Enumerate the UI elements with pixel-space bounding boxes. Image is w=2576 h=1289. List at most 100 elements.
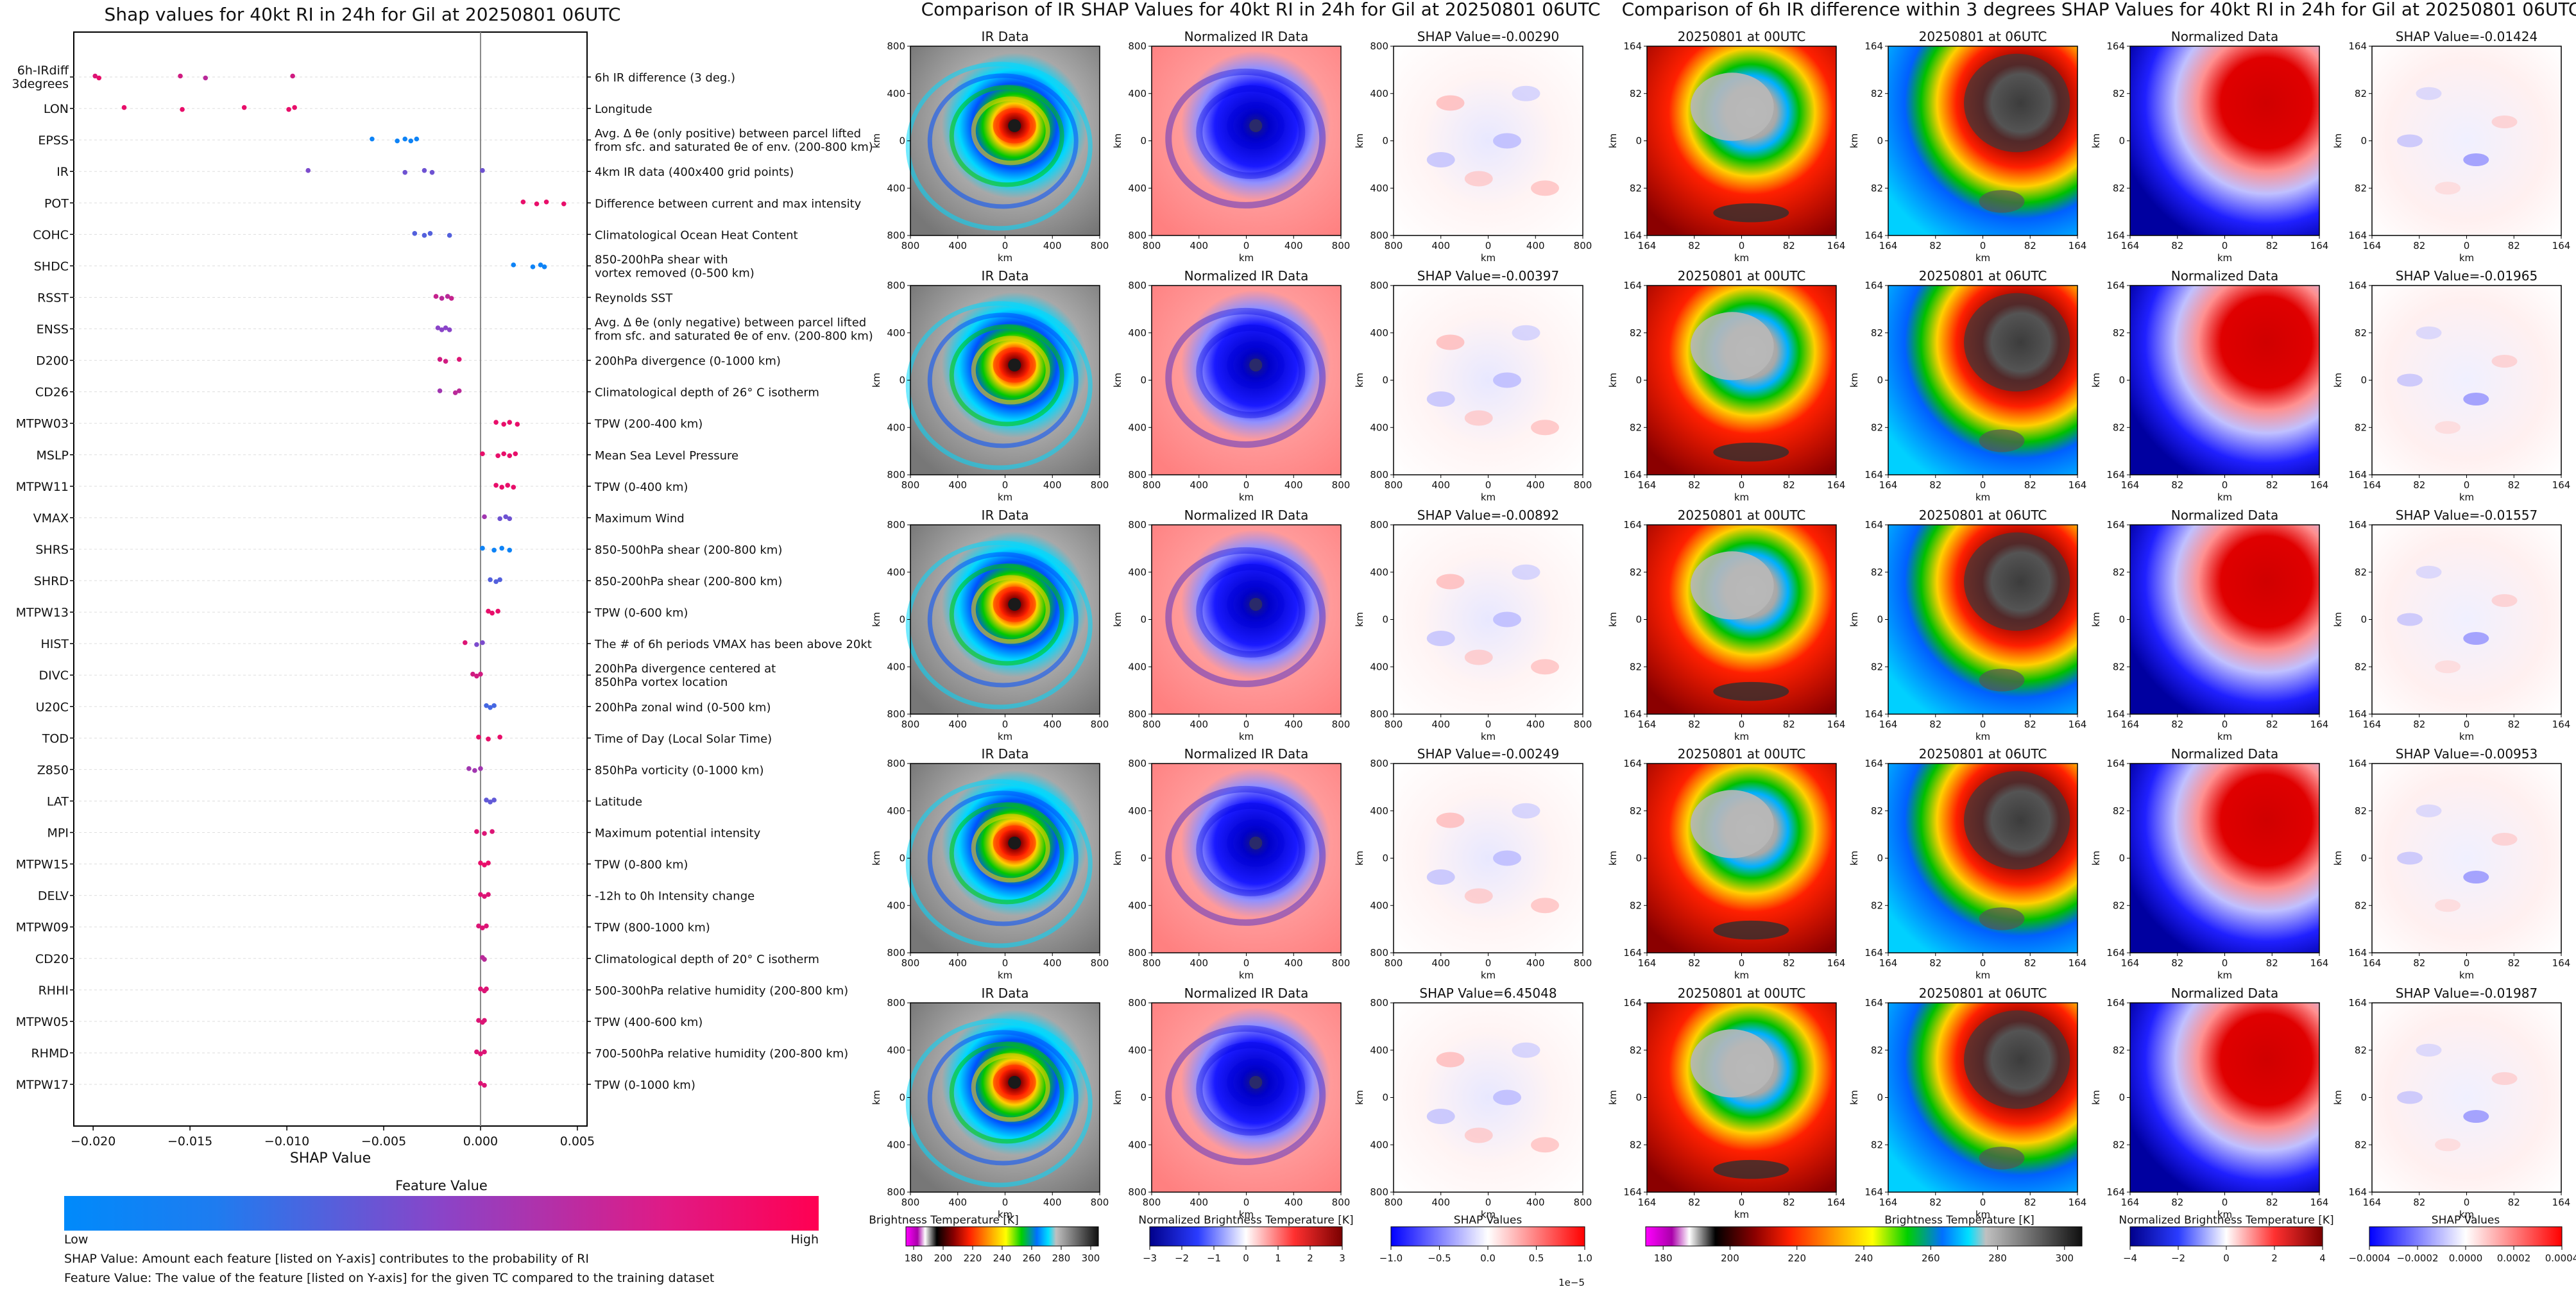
rainband [927, 790, 1079, 926]
shap-blob [1493, 611, 1521, 627]
rainband [905, 301, 1093, 470]
x-tick-label: 0.005 [560, 1134, 595, 1148]
img-y-tick-label: 82 [2113, 805, 2125, 817]
img-x-tick-label: 82 [1783, 1197, 1795, 1208]
diff-cb1-label: Brightness Temperature [K] [1884, 1214, 2034, 1227]
feature-description: 850-500hPa shear (200-800 km) [595, 543, 782, 557]
feature-row: MSLP Mean Sea Level Pressure [37, 448, 739, 463]
shap-blob [1436, 334, 1465, 350]
img-y-tick-label: 82 [2113, 88, 2125, 99]
shap-point [448, 296, 454, 301]
feature-description: Longitude [595, 103, 653, 116]
img-y-tick-label: 164 [2106, 758, 2125, 769]
cloud-top [1964, 1010, 2070, 1109]
img-x-tick-label: 0 [1485, 719, 1492, 730]
shap-blob [1531, 180, 1559, 196]
panel-title: 20250801 at 06UTC [1919, 746, 2047, 762]
img-y-tick-label: 82 [1871, 1139, 1883, 1150]
ir-cb1-ticks: 180 200 220 240 260 280 300 [905, 1246, 1100, 1264]
shap-point [414, 136, 420, 142]
img-y-tick-label: 82 [1630, 567, 1642, 578]
normalized-diff-panel: Normalized Data1641648282008282164164kmk… [2090, 268, 2328, 503]
img-y-tick-label: 164 [2106, 469, 2125, 481]
img-y-tick-label: 800 [887, 40, 905, 52]
img-y-label: km [871, 373, 882, 388]
img-x-tick-label: 800 [901, 719, 920, 730]
cloud-top [1690, 1029, 1774, 1098]
cold-cluster [1979, 190, 2025, 213]
ir-cb3-ticks: −1.0 −0.5 0.0 0.5 1.0 [1379, 1246, 1592, 1264]
feature-name: MTPW11 [16, 480, 69, 494]
shap-note-1: SHAP Value: Amount each feature [listed … [64, 1252, 589, 1266]
img-x-label: km [1975, 731, 1990, 742]
img-y-tick-label: 400 [887, 805, 905, 817]
shap-point [507, 516, 513, 522]
norm-band [1165, 307, 1326, 448]
img-y-tick-label: 82 [2355, 88, 2367, 99]
img-x-tick-label: 800 [1332, 957, 1351, 969]
img-y-tick-label: 0 [1140, 614, 1147, 626]
feature-name: DIVC [39, 669, 69, 683]
feature-description: Reynolds SST [595, 291, 673, 305]
feature-description: 850-200hPa shear (200-800 km) [595, 575, 782, 588]
shap-blob [2435, 1138, 2461, 1152]
img-x-tick-label: 82 [2413, 240, 2425, 252]
feature-name: CD26 [35, 386, 69, 400]
img-x-tick-label: 400 [948, 479, 967, 491]
img-y-label: km [1848, 851, 1860, 866]
shap-point [472, 768, 477, 773]
img-x-tick-label: 0 [1002, 1197, 1009, 1208]
img-y-tick-label: 164 [2348, 40, 2367, 52]
img-y-tick-label: 164 [1623, 40, 1642, 52]
img-y-tick-label: 82 [1871, 327, 1883, 339]
feature-description: TPW (800-1000 km) [594, 921, 710, 935]
img-x-tick-label: 164 [2068, 1197, 2087, 1208]
img-y-label: km [1848, 373, 1860, 388]
feature-name: SHRS [35, 543, 69, 557]
colorbar-tick-label: 240 [1855, 1252, 1873, 1264]
img-y-label: km [2090, 133, 2102, 148]
img-y-tick-label: 0 [1382, 375, 1388, 386]
img-y-label: km [871, 851, 882, 866]
feature-row: MTPW17 TPW (0-1000 km) [16, 1078, 695, 1092]
img-x-tick-label: 82 [1688, 957, 1700, 969]
img-y-tick-label: 82 [2355, 567, 2367, 578]
img-y-label: km [1354, 133, 1365, 148]
feature-name: D200 [36, 354, 69, 368]
img-y-tick-label: 0 [1877, 1092, 1883, 1104]
img-x-tick-label: 82 [2413, 1197, 2425, 1208]
ir-shap-panel: SHAP Value=-0.00397800800400400004004008… [1354, 268, 1592, 503]
colorbar-tick-label: −1.0 [1379, 1252, 1403, 1264]
img-y-tick-label: 82 [2113, 182, 2125, 194]
img-x-tick-label: 164 [2552, 719, 2571, 730]
img-y-tick-label: 400 [887, 88, 905, 99]
img-x-label: km [1239, 1209, 1254, 1220]
rainband [949, 1041, 1064, 1144]
img-x-tick-label: 82 [1929, 240, 1941, 252]
rainband [971, 96, 1050, 166]
feature-row: MTPW05 TPW (400-600 km) [16, 1015, 703, 1029]
feature-name: DELV [38, 889, 69, 903]
ir-image-grid: IR Data80080040040000400400800800kmkmNor… [871, 29, 1592, 1220]
shap-blob [1493, 850, 1521, 866]
img-x-label: km [998, 731, 1012, 742]
ir-normalized-colorbar [1149, 1226, 1343, 1247]
img-y-tick-label: 164 [2348, 469, 2367, 481]
img-x-tick-label: 164 [2363, 1197, 2382, 1208]
img-x-tick-label: 0 [2464, 479, 2470, 491]
shap-blob [1436, 812, 1465, 828]
img-y-tick-label: 800 [1128, 280, 1147, 291]
img-x-tick-label: 800 [901, 240, 920, 252]
cold-cluster [1979, 429, 2025, 452]
feature-description: TPW (400-600 km) [594, 1016, 703, 1029]
shap-point [447, 327, 452, 332]
img-x-tick-label: 400 [1526, 719, 1545, 730]
img-y-tick-label: 82 [1871, 88, 1883, 99]
img-y-tick-label: 800 [887, 708, 905, 720]
feature-description: Climatological Ocean Heat Content [595, 228, 798, 242]
img-y-tick-label: 800 [887, 1186, 905, 1198]
img-y-tick-label: 800 [1128, 947, 1147, 959]
norm-band [1227, 580, 1285, 628]
ir-00utc-panel: 20250801 at 00UTC1641648282008282164164k… [1607, 746, 1845, 981]
img-x-label: km [998, 252, 1012, 264]
